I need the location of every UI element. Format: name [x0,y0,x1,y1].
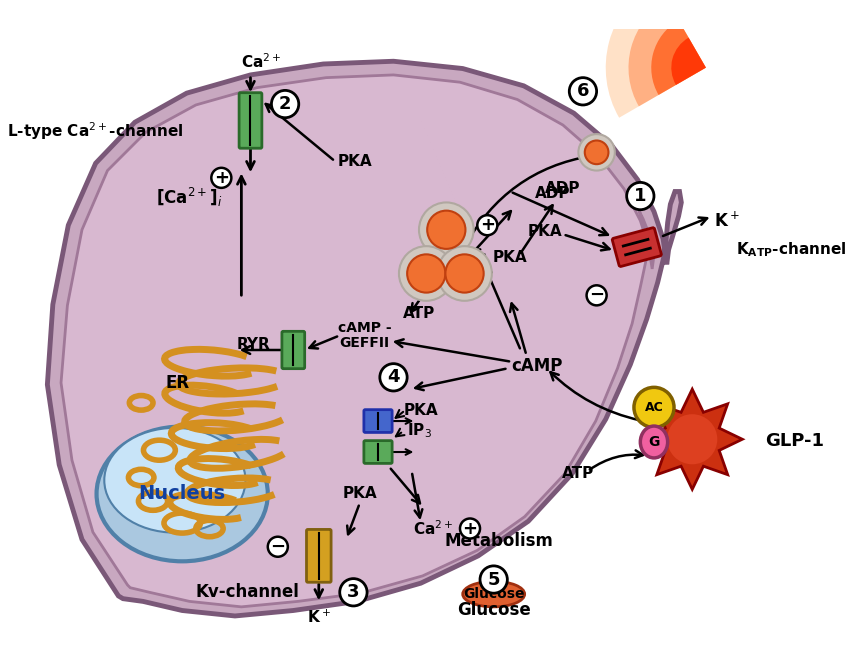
Text: Glucose: Glucose [463,587,524,601]
Circle shape [407,254,445,293]
Circle shape [268,536,288,557]
Text: PKA: PKA [493,250,527,264]
Text: AC: AC [644,401,663,414]
Text: cAMP: cAMP [512,357,563,376]
Ellipse shape [667,415,717,465]
Wedge shape [672,38,705,85]
Text: ADP: ADP [536,186,570,201]
Wedge shape [651,20,706,95]
Text: K$_{\mathbf{ATP}}$-channel: K$_{\mathbf{ATP}}$-channel [736,241,847,259]
FancyBboxPatch shape [364,441,392,463]
FancyBboxPatch shape [239,93,262,148]
Text: +: + [214,169,229,187]
Text: ADP: ADP [545,181,581,196]
Circle shape [634,387,674,428]
Text: PKA: PKA [404,403,438,418]
Text: [Ca$^{2+}$]$_i$: [Ca$^{2+}$]$_i$ [156,186,223,210]
Text: ATP: ATP [403,306,435,321]
Text: RYR: RYR [236,337,270,352]
Circle shape [437,246,492,301]
Text: Ca$^{2+}$: Ca$^{2+}$ [241,52,281,71]
Text: Kv-channel: Kv-channel [196,583,300,601]
FancyBboxPatch shape [282,331,304,368]
Circle shape [478,215,497,235]
Text: Ca$^{2+}$: Ca$^{2+}$ [412,519,453,538]
Circle shape [419,202,473,257]
Text: PKA: PKA [338,154,372,169]
Circle shape [428,211,466,249]
FancyBboxPatch shape [307,529,332,583]
Text: +: + [462,519,478,538]
Circle shape [585,140,609,164]
Ellipse shape [462,581,524,607]
Ellipse shape [97,426,268,561]
Circle shape [271,90,298,118]
Text: −: − [270,538,286,556]
Text: +: + [479,216,495,234]
Text: K$^+$: K$^+$ [307,608,331,625]
Text: IP$_3$: IP$_3$ [406,422,432,440]
Circle shape [212,168,231,188]
Circle shape [480,566,507,593]
Text: 1: 1 [634,187,647,205]
Polygon shape [48,61,682,616]
Text: cAMP -: cAMP - [337,321,391,335]
Text: PKA: PKA [527,224,562,239]
Polygon shape [61,75,654,607]
Circle shape [578,134,615,171]
Text: ATP: ATP [562,467,594,481]
Text: 4: 4 [388,368,400,386]
Text: Glucose: Glucose [456,602,530,619]
Circle shape [399,246,454,301]
Text: 3: 3 [347,583,360,601]
Wedge shape [628,1,706,106]
Polygon shape [642,389,742,490]
FancyBboxPatch shape [612,228,661,266]
Circle shape [626,183,654,210]
Ellipse shape [640,426,667,458]
Text: ER: ER [166,374,190,392]
Circle shape [380,364,407,391]
Text: GEFFII: GEFFII [339,335,389,350]
Circle shape [445,254,484,293]
Text: K$^+$: K$^+$ [714,211,740,230]
Text: 5: 5 [487,571,500,588]
Text: 2: 2 [279,95,292,113]
FancyBboxPatch shape [364,410,392,432]
Text: G: G [649,435,660,449]
Ellipse shape [105,428,246,532]
Text: −: − [589,287,604,304]
Wedge shape [606,0,706,118]
Circle shape [570,78,597,105]
Text: Nucleus: Nucleus [139,484,226,503]
Text: Metabolism: Metabolism [445,532,553,550]
Circle shape [460,519,480,538]
Text: 6: 6 [576,82,589,100]
Text: GLP-1: GLP-1 [765,432,824,450]
Circle shape [340,579,367,606]
Circle shape [586,285,607,305]
Text: PKA: PKA [343,486,377,501]
Text: L-type Ca$^{2+}$-channel: L-type Ca$^{2+}$-channel [8,121,184,142]
